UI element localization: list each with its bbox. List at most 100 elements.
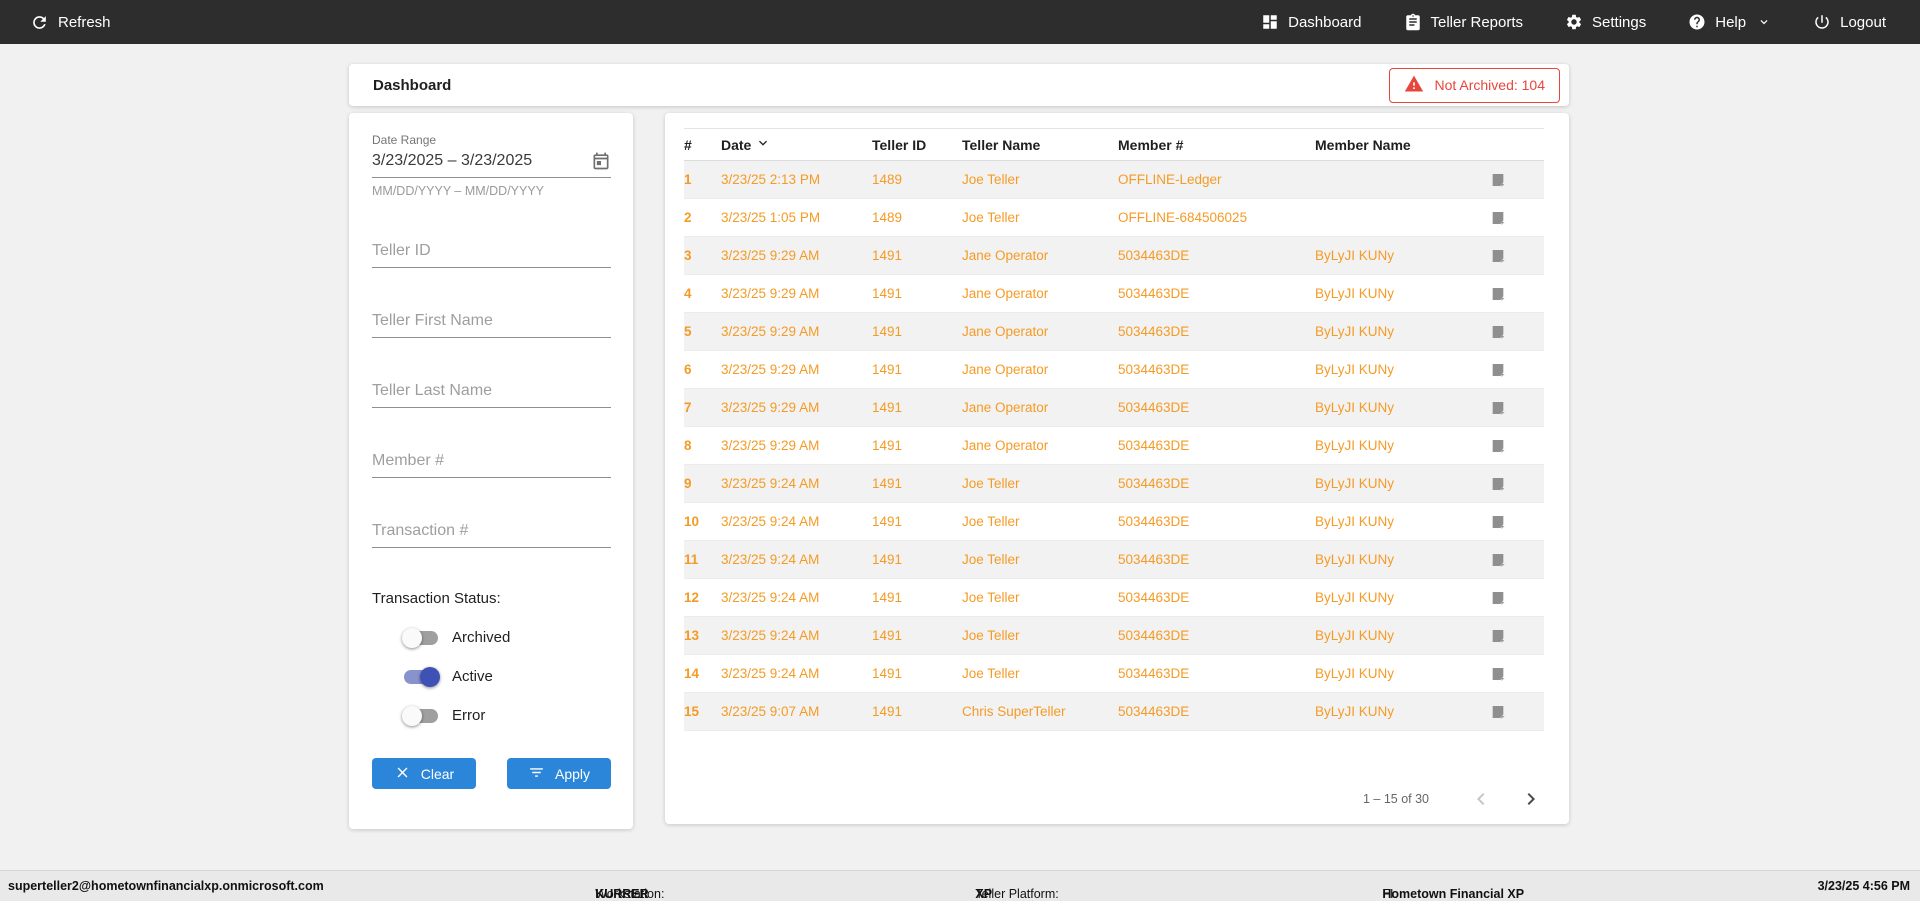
table-row[interactable]: 14 3/23/25 9:24 AM 1491 Joe Teller 50344… (684, 655, 1544, 693)
sort-arrow-icon (755, 135, 771, 154)
table-row[interactable]: 5 3/23/25 9:29 AM 1491 Jane Operator 503… (684, 313, 1544, 351)
cell-row-number: 14 (684, 666, 700, 681)
transactions-card: # Date Teller ID Teller Name Member # Me… (665, 113, 1569, 824)
note-icon[interactable] (1489, 666, 1544, 682)
clear-button[interactable]: Clear (372, 758, 476, 789)
table-row[interactable]: 7 3/23/25 9:29 AM 1491 Jane Operator 503… (684, 389, 1544, 427)
note-icon[interactable] (1489, 552, 1544, 568)
calendar-icon[interactable] (591, 151, 611, 171)
warning-icon (1404, 74, 1424, 97)
cell-member-name: ByLyJI KUNy (1315, 400, 1395, 415)
dashboard-icon (1261, 13, 1279, 31)
filter-field (372, 518, 611, 548)
table-row[interactable]: 6 3/23/25 9:29 AM 1491 Jane Operator 503… (684, 351, 1544, 389)
table-row[interactable]: 2 3/23/25 1:05 PM 1489 Joe Teller OFFLIN… (684, 199, 1544, 237)
not-archived-badge[interactable]: Not Archived: 104 (1389, 67, 1560, 103)
cell-member-name: ByLyJI KUNy (1315, 476, 1395, 491)
cell-row-number: 5 (684, 324, 692, 339)
note-icon[interactable] (1489, 590, 1544, 606)
next-page-button[interactable] (1519, 787, 1543, 811)
top-nav-right: Dashboard Teller Reports Settings Help L… (1261, 13, 1886, 31)
note-icon[interactable] (1489, 286, 1544, 302)
table-row[interactable]: 10 3/23/25 9:24 AM 1491 Joe Teller 50344… (684, 503, 1544, 541)
cell-row-number: 15 (684, 704, 700, 719)
table-row[interactable]: 8 3/23/25 9:29 AM 1491 Jane Operator 503… (684, 427, 1544, 465)
filter-fields (372, 238, 611, 548)
cell-member-name: ByLyJI KUNy (1315, 438, 1395, 453)
column-header-num[interactable]: # (684, 136, 692, 153)
cell-member-number: OFFLINE-Ledger (1118, 172, 1222, 187)
cell-row-number: 6 (684, 362, 692, 377)
previous-page-button[interactable] (1469, 787, 1493, 811)
cell-teller-name: Joe Teller (962, 514, 1020, 529)
note-icon[interactable] (1489, 704, 1544, 720)
filter-field (372, 308, 611, 338)
filter-input[interactable] (372, 238, 611, 268)
column-header-teller-id[interactable]: Teller ID (872, 136, 927, 153)
filter-field (372, 238, 611, 268)
cell-row-number: 11 (684, 552, 699, 567)
cell-row-number: 13 (684, 628, 700, 643)
filter-input[interactable] (372, 518, 611, 548)
filter-input[interactable] (372, 448, 611, 478)
toggle-thumb (402, 627, 422, 648)
cell-teller-id: 1489 (872, 210, 903, 225)
note-icon[interactable] (1489, 400, 1544, 416)
nav-help[interactable]: Help (1688, 13, 1771, 31)
cell-teller-id: 1491 (872, 286, 903, 301)
note-icon[interactable] (1489, 172, 1544, 188)
column-header-teller-name[interactable]: Teller Name (962, 136, 1041, 153)
note-icon[interactable] (1489, 210, 1544, 226)
refresh-label: Refresh (58, 13, 111, 31)
cell-member-number: 5034463DE (1118, 628, 1190, 643)
note-icon[interactable] (1489, 324, 1544, 340)
cell-teller-id: 1489 (872, 172, 903, 187)
note-icon[interactable] (1489, 628, 1544, 644)
note-icon[interactable] (1489, 248, 1544, 264)
table-row[interactable]: 15 3/23/25 9:07 AM 1491 Chris SuperTelle… (684, 693, 1544, 731)
column-header-date[interactable]: Date (721, 135, 872, 154)
pagination-range-label: 1 – 15 of 30 (1362, 792, 1429, 806)
column-header-member-name[interactable]: Member Name (1315, 136, 1411, 153)
cell-date: 3/23/25 9:29 AM (721, 400, 820, 415)
clear-button-label: Clear (420, 765, 455, 782)
cell-date: 3/23/25 9:24 AM (721, 476, 820, 491)
apply-button[interactable]: Apply (507, 758, 611, 789)
nav-logout[interactable]: Logout (1813, 13, 1886, 31)
table-row[interactable]: 11 3/23/25 9:24 AM 1491 Joe Teller 50344… (684, 541, 1544, 579)
date-range-field[interactable]: 3/23/2025 – 3/23/2025 (372, 151, 611, 178)
filter-field (372, 378, 611, 408)
table-row[interactable]: 4 3/23/25 9:29 AM 1491 Jane Operator 503… (684, 275, 1544, 313)
table-row[interactable]: 3 3/23/25 9:29 AM 1491 Jane Operator 503… (684, 237, 1544, 275)
cell-row-number: 7 (684, 400, 692, 415)
status-toggle-row: Active (404, 666, 611, 687)
note-icon[interactable] (1489, 514, 1544, 530)
cell-member-number: 5034463DE (1118, 400, 1190, 415)
cell-date: 3/23/25 9:29 AM (721, 286, 820, 301)
note-icon[interactable] (1489, 362, 1544, 378)
filter-field (372, 448, 611, 478)
note-icon[interactable] (1489, 476, 1544, 492)
toggle-thumb (402, 705, 422, 726)
table-row[interactable]: 1 3/23/25 2:13 PM 1489 Joe Teller OFFLIN… (684, 161, 1544, 199)
date-range-value[interactable]: 3/23/2025 – 3/23/2025 (372, 152, 533, 169)
cell-member-number: 5034463DE (1118, 552, 1190, 567)
cell-row-number: 3 (684, 248, 692, 263)
header-card: Dashboard Not Archived: 104 (349, 64, 1569, 106)
column-header-member-num[interactable]: Member # (1118, 136, 1184, 153)
nav-dashboard[interactable]: Dashboard (1261, 13, 1362, 31)
refresh-button[interactable]: Refresh (30, 13, 111, 32)
toggle-switch[interactable] (402, 627, 438, 648)
filter-input[interactable] (372, 308, 611, 338)
table-row[interactable]: 13 3/23/25 9:24 AM 1491 Joe Teller 50344… (684, 617, 1544, 655)
note-icon[interactable] (1489, 438, 1544, 454)
toggle-switch[interactable] (404, 666, 440, 687)
nav-settings[interactable]: Settings (1565, 13, 1646, 31)
cell-teller-name: Joe Teller (962, 172, 1020, 187)
filter-input[interactable] (372, 378, 611, 408)
table-row[interactable]: 12 3/23/25 9:24 AM 1491 Joe Teller 50344… (684, 579, 1544, 617)
nav-teller-reports[interactable]: Teller Reports (1404, 13, 1523, 31)
table-row[interactable]: 9 3/23/25 9:24 AM 1491 Joe Teller 503446… (684, 465, 1544, 503)
toggle-switch[interactable] (402, 705, 438, 726)
nav-help-label: Help (1715, 13, 1747, 31)
